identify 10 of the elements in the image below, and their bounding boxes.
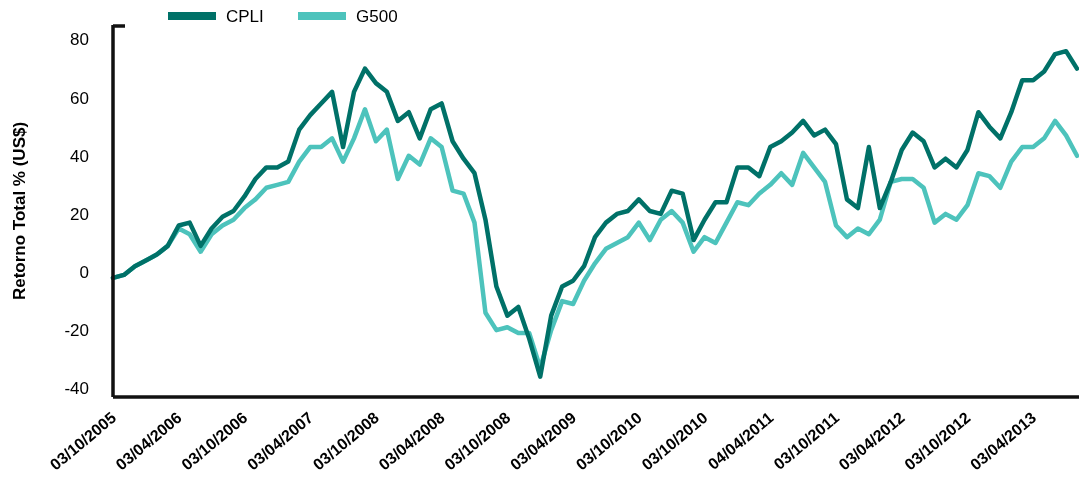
- y-tick-label: 80: [70, 30, 89, 50]
- y-tick-label: -40: [64, 379, 89, 399]
- y-axis-title: Retorno Total % (US$): [10, 121, 29, 301]
- y-tick-label: -20: [64, 321, 89, 341]
- y-tick-label: 20: [70, 204, 89, 224]
- y-tick-label: 60: [70, 88, 89, 108]
- y-tick-label: 0: [79, 262, 89, 282]
- y-tick-label: 40: [70, 146, 89, 166]
- legend-label: CPLI: [226, 6, 264, 26]
- legend-label: G500: [356, 6, 398, 26]
